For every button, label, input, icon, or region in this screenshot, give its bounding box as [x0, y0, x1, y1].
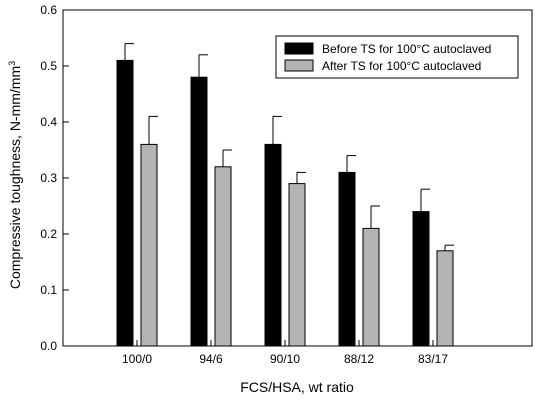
- bar: [436, 250, 454, 347]
- x-tick-label: 83/17: [418, 352, 448, 366]
- x-axis-title: FCS/HSA, wt ratio: [240, 379, 354, 395]
- plot-area: 0.0 0.1 0.2 0.3 0.4 0.5 0.6 100/0 94/6 90/10 88/12…: [40, 3, 533, 366]
- x-tick-label: 94/6: [199, 352, 223, 366]
- y-tick-label: 0.5: [40, 59, 57, 73]
- legend: Before TS for 100°C autoclaved After TS f…: [275, 35, 519, 79]
- y-tick-label: 0.4: [40, 115, 57, 129]
- bar: [412, 211, 430, 347]
- legend-label: After TS for 100°C autoclaved: [322, 59, 481, 73]
- y-tick-label: 0.3: [40, 171, 57, 185]
- legend-swatch: [284, 59, 314, 72]
- x-tick-label: 88/12: [344, 352, 374, 366]
- y-tick-label: 0.0: [40, 339, 57, 353]
- bar: [140, 143, 158, 347]
- y-tick-label: 0.2: [40, 227, 57, 241]
- y-tick-label: 0.6: [40, 3, 57, 17]
- legend-label: Before TS for 100°C autoclaved: [322, 42, 491, 56]
- bar: [362, 227, 380, 347]
- x-tick-label: 90/10: [270, 352, 300, 366]
- bar: [338, 171, 356, 347]
- bar: [190, 76, 208, 347]
- legend-swatch: [284, 42, 314, 55]
- bar: [288, 183, 306, 347]
- y-tick-label: 0.1: [40, 283, 57, 297]
- x-tick-label: 100/0: [122, 352, 152, 366]
- bar: [264, 143, 282, 347]
- legend-box: [275, 35, 519, 79]
- y-axis-title: Compressive toughness, N-mm/mm3: [7, 61, 23, 289]
- bar: [214, 166, 232, 347]
- bar: [116, 59, 134, 347]
